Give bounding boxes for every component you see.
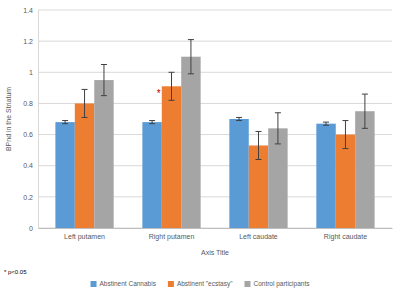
bar	[316, 124, 335, 228]
error-bar	[149, 121, 155, 124]
legend: Abstinent Cannabis Abstinent "ecstasy" Con…	[91, 280, 311, 288]
plot: 0 0.2 0.4 0.6 0.8 1 1.2 1.4 Left putamen Right pu…	[23, 7, 392, 241]
x-tick: Left putamen	[64, 228, 105, 241]
grid-line	[38, 72, 392, 73]
error-bar	[342, 121, 348, 149]
legend-item: Abstinent Cannabis	[91, 280, 157, 287]
error-bar	[236, 117, 242, 120]
y-tick: 0	[29, 225, 38, 232]
y-tick: 0.2	[23, 194, 38, 201]
bar	[181, 57, 200, 228]
x-tick: Right caudate	[324, 228, 367, 241]
bar	[142, 122, 161, 228]
y-tick: 1.4	[23, 7, 38, 14]
x-tick-label: Right putamen	[149, 233, 195, 241]
y-tick-label: 1.2	[23, 38, 33, 45]
x-tick: Left caudate	[239, 228, 278, 240]
y-tick-label: 0.6	[23, 131, 33, 138]
y-tick-label: 0.2	[23, 194, 33, 201]
y-axis-line	[38, 11, 39, 229]
error-bar	[275, 113, 281, 144]
y-tick-label: 0.4	[23, 162, 33, 169]
x-tick-label: Left caudate	[239, 233, 278, 240]
y-tick: 0.6	[23, 131, 38, 138]
y-tick: 1.2	[23, 38, 38, 45]
x-axis: Left putamen Right putamen Left caudate Rig…	[39, 228, 393, 241]
legend-label: Abstinent Cannabis	[100, 280, 157, 287]
y-tick: 1	[29, 69, 38, 76]
x-tick-label: Left putamen	[64, 233, 105, 241]
y-tick-label: 0	[29, 225, 33, 232]
legend-label: Control participants	[253, 280, 310, 288]
bar	[94, 80, 113, 228]
error-bar	[255, 131, 261, 159]
grid	[38, 10, 392, 228]
error-bar	[62, 121, 68, 124]
series	[94, 40, 374, 228]
x-tick: Right putamen	[149, 228, 195, 241]
series	[75, 72, 355, 228]
x-axis-title: Axis Title	[201, 249, 229, 256]
y-tick-label: 0.8	[23, 100, 33, 107]
legend-swatch	[244, 281, 250, 287]
x-tick-label: Right caudate	[324, 233, 367, 241]
error-bar	[188, 40, 194, 74]
annotation: *	[157, 88, 161, 99]
error-bar	[82, 89, 88, 117]
error-bar	[169, 72, 175, 100]
grid-line	[38, 41, 392, 42]
legend-swatch	[168, 281, 174, 287]
bar	[75, 103, 94, 228]
y-axis: 0 0.2 0.4 0.6 0.8 1 1.2 1.4	[23, 7, 38, 232]
bar	[162, 86, 181, 228]
error-bar	[323, 122, 329, 125]
y-tick-label: 1.4	[23, 7, 33, 14]
legend-label: Abstinent "ecstasy"	[177, 280, 233, 288]
y-axis-title: BPnd in the Striatum	[5, 87, 12, 151]
grid-line	[38, 10, 392, 11]
bars	[55, 40, 374, 228]
legend-item: Control participants	[244, 280, 310, 288]
error-bar	[101, 65, 107, 96]
x-axis-line	[39, 228, 393, 229]
chart: 0 0.2 0.4 0.6 0.8 1 1.2 1.4 Left putamen Right pu…	[0, 0, 400, 300]
legend-swatch	[91, 281, 97, 287]
error-bar	[362, 94, 368, 128]
y-tick: 0.4	[23, 162, 38, 169]
footnote: * p<0.05	[4, 269, 27, 275]
y-tick-label: 1	[29, 69, 33, 76]
bar	[229, 119, 248, 228]
bar	[55, 122, 74, 228]
legend-item: Abstinent "ecstasy"	[168, 280, 233, 288]
y-tick: 0.8	[23, 100, 38, 107]
